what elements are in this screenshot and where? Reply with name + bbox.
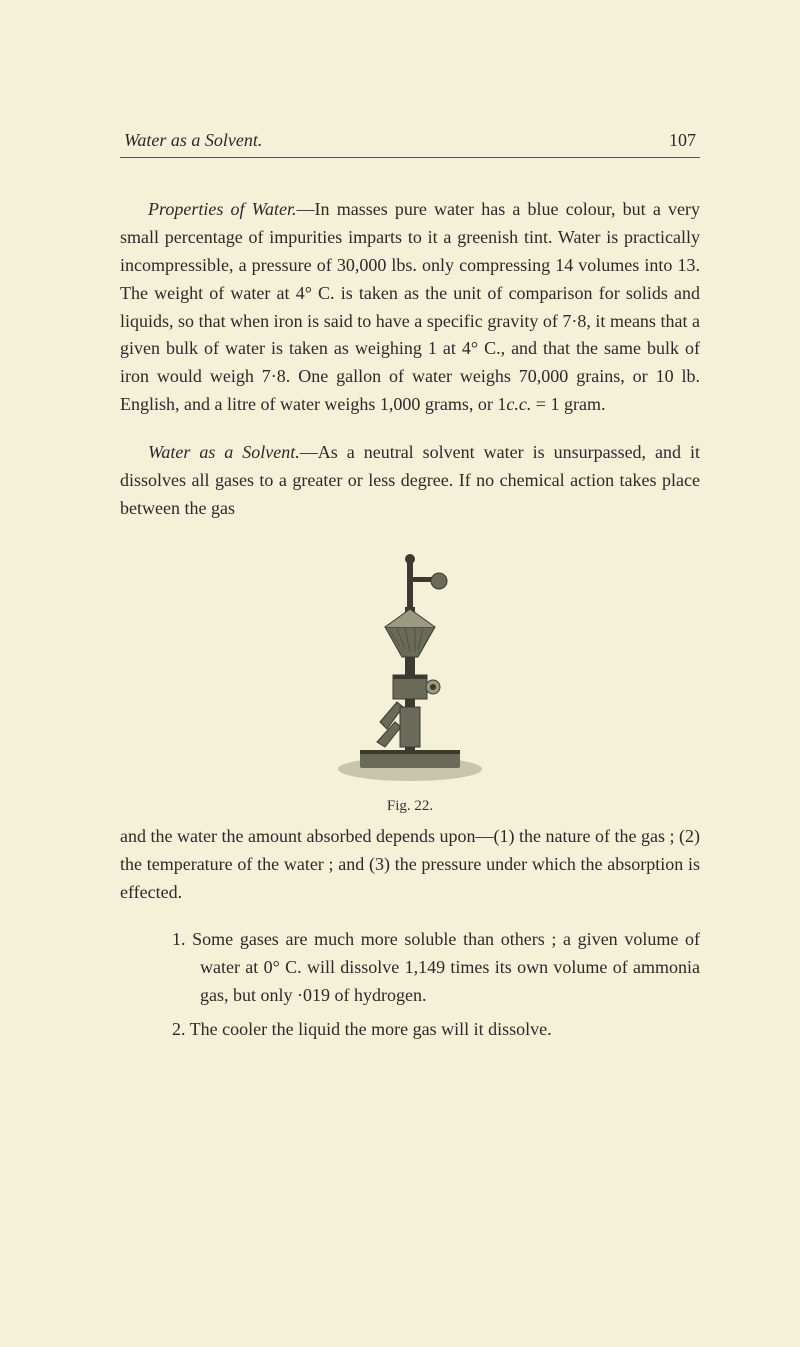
list-item-2: 2. The cooler the liquid the more gas wi… [120, 1016, 700, 1044]
paragraph-text: —In masses pure water has a blue colour,… [120, 199, 700, 414]
figure-caption: Fig. 22. [120, 798, 700, 815]
lead-phrase: Water as a Solvent. [148, 442, 300, 462]
page-number: 107 [669, 130, 696, 151]
figure-block: Fig. 22. [120, 547, 700, 815]
apparatus-svg [305, 547, 515, 787]
unit-cc: c.c. [506, 394, 531, 414]
paragraph-continuation: and the water the amount absorbed depend… [120, 823, 700, 907]
lead-phrase: Properties of Water. [148, 199, 297, 219]
paragraph-solvent: Water as a Solvent.—As a neutral solvent… [120, 439, 700, 523]
apparatus-illustration [305, 547, 515, 787]
header-title: Water as a Solvent. [124, 130, 262, 151]
paragraph-properties: Properties of Water.—In masses pure wate… [120, 196, 700, 419]
list-item-1: 1. Some gases are much more soluble than… [120, 926, 700, 1010]
header-rule [120, 157, 700, 158]
running-header: Water as a Solvent. 107 [120, 130, 700, 151]
paragraph-tail: = 1 gram. [531, 394, 605, 414]
